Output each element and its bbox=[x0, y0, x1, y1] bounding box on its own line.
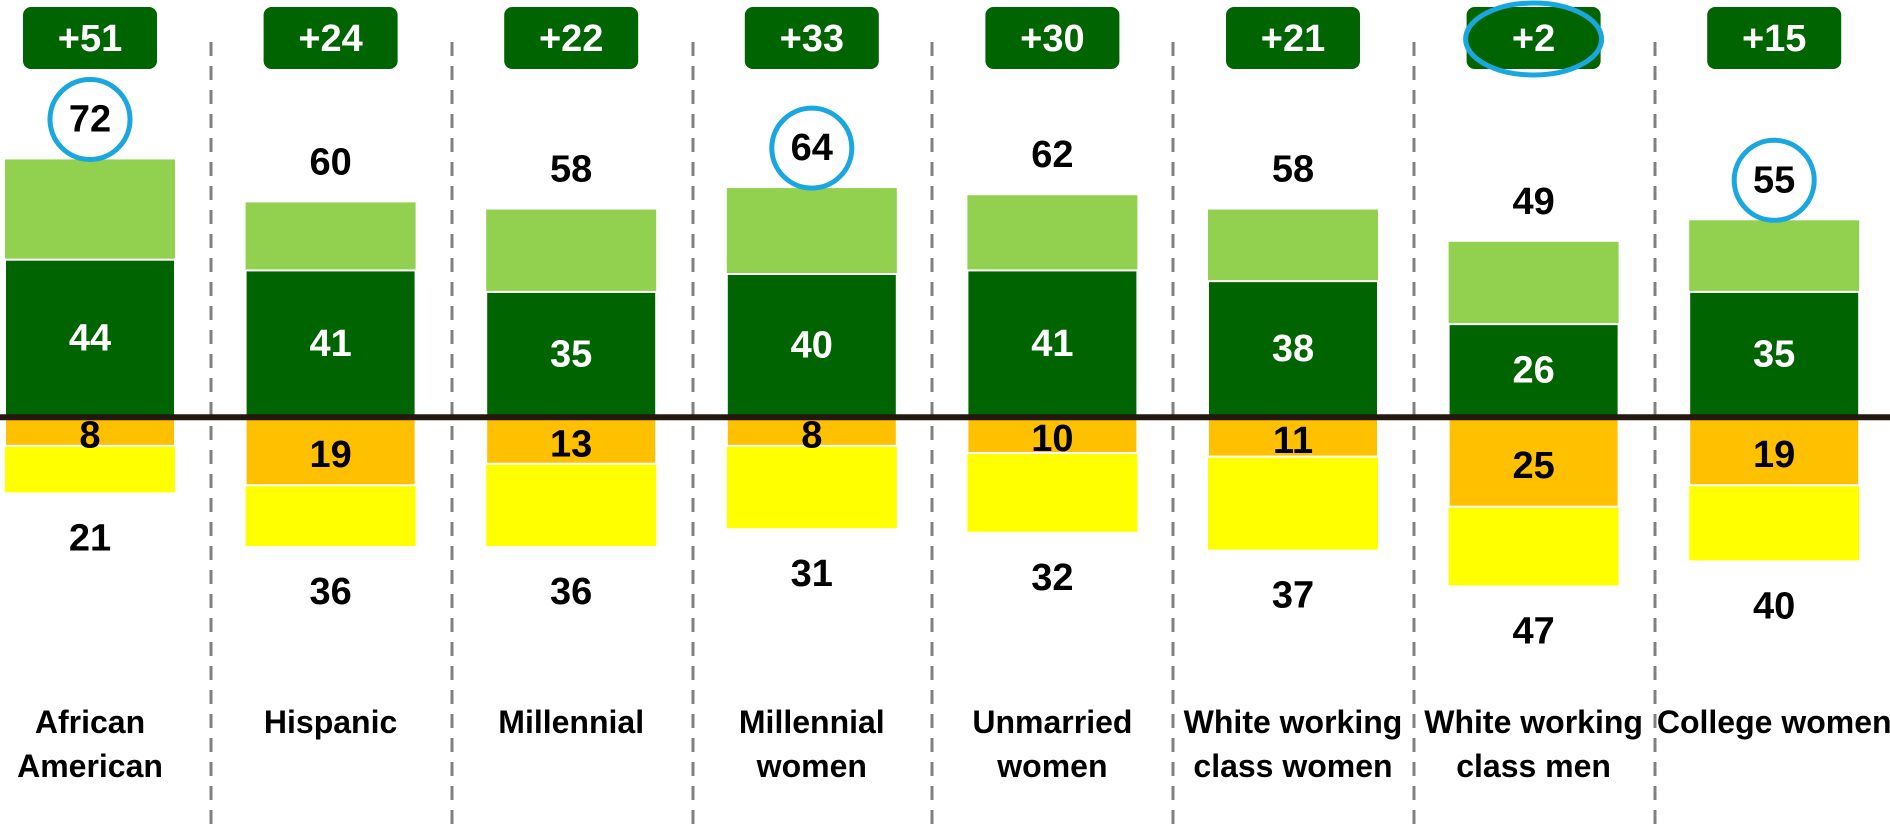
category-label: White working bbox=[1424, 704, 1643, 740]
category-label: class men bbox=[1456, 748, 1611, 784]
net-box bbox=[23, 7, 157, 69]
total-positive-label: 62 bbox=[1031, 134, 1073, 176]
category-label: women bbox=[756, 748, 867, 784]
highlight-circle bbox=[769, 105, 855, 191]
strong-negative-label: 8 bbox=[79, 415, 100, 457]
total-positive-label: 58 bbox=[1272, 149, 1314, 191]
net-box bbox=[1466, 7, 1601, 69]
category-label: White working bbox=[1184, 704, 1403, 740]
bar-strong-negative bbox=[725, 416, 898, 447]
category-label: class women bbox=[1193, 748, 1392, 784]
total-negative-label: 21 bbox=[69, 517, 111, 559]
strong-positive-label: 41 bbox=[1031, 323, 1073, 365]
category-label: Millennial bbox=[739, 704, 885, 740]
strong-positive-label: 40 bbox=[791, 325, 833, 367]
total-positive-label: 60 bbox=[309, 141, 351, 183]
net-label: +15 bbox=[1742, 18, 1806, 60]
strong-positive-label: 41 bbox=[309, 323, 351, 365]
bar-strong-negative bbox=[1447, 416, 1620, 508]
net-label: +2 bbox=[1512, 18, 1555, 60]
category-label: women bbox=[996, 748, 1107, 784]
bar-strong-negative bbox=[1207, 416, 1379, 458]
strong-negative-label: 8 bbox=[801, 415, 822, 457]
net-box bbox=[744, 7, 879, 69]
net-box bbox=[1707, 7, 1842, 69]
total-positive-label: 49 bbox=[1512, 181, 1554, 223]
bar-strong-positive bbox=[966, 269, 1139, 419]
dividers bbox=[209, 42, 1657, 829]
total-negative-label: 37 bbox=[1272, 575, 1314, 617]
strong-positive-label: 44 bbox=[69, 317, 111, 359]
bar-strong-negative bbox=[485, 416, 658, 465]
bar-strong-negative bbox=[1688, 416, 1861, 487]
category-label: College women bbox=[1657, 704, 1890, 740]
total-negative-label: 36 bbox=[550, 571, 592, 613]
net-box bbox=[985, 7, 1120, 69]
total-negative-label: 47 bbox=[1512, 610, 1554, 652]
net-label: +24 bbox=[298, 18, 362, 60]
category-label: African bbox=[35, 704, 145, 740]
category-label: Hispanic bbox=[264, 704, 397, 740]
total-positive-label: 72 bbox=[69, 98, 111, 140]
strong-positive-label: 35 bbox=[1753, 334, 1795, 376]
highlight-circle bbox=[1731, 137, 1817, 223]
strong-negative-label: 11 bbox=[1273, 420, 1313, 462]
bar-strong-positive bbox=[1207, 280, 1379, 419]
bar-strong-positive bbox=[4, 258, 176, 419]
strong-negative-label: 19 bbox=[1753, 434, 1795, 476]
bar-strong-negative bbox=[966, 416, 1139, 455]
total-negative-label: 36 bbox=[309, 571, 351, 613]
net-box bbox=[1226, 7, 1360, 69]
total-positive-label: 58 bbox=[550, 149, 592, 191]
strong-positive-label: 35 bbox=[550, 334, 592, 376]
bar-strong-positive bbox=[725, 273, 898, 419]
net-label: +22 bbox=[539, 18, 603, 60]
category-label: American bbox=[17, 748, 163, 784]
strong-positive-label: 26 bbox=[1512, 350, 1554, 392]
bar-strong-positive bbox=[1688, 290, 1861, 419]
bar-strong-positive bbox=[244, 269, 417, 419]
strong-positive-label: 38 bbox=[1272, 328, 1314, 370]
net-label: +21 bbox=[1261, 18, 1325, 60]
total-negative-label: 32 bbox=[1031, 557, 1073, 599]
category-label: Millennial bbox=[498, 704, 644, 740]
highlight-ellipse bbox=[1463, 0, 1605, 78]
net-label: +30 bbox=[1020, 18, 1084, 60]
net-label: +51 bbox=[58, 18, 122, 60]
strong-negative-label: 25 bbox=[1512, 445, 1554, 487]
net-label: +33 bbox=[780, 18, 844, 60]
total-negative-label: 31 bbox=[791, 553, 833, 595]
total-positive-label: 55 bbox=[1753, 159, 1795, 201]
net-box bbox=[263, 7, 398, 69]
net-box bbox=[504, 7, 639, 69]
bar-strong-positive bbox=[1447, 323, 1620, 419]
total-positive-label: 64 bbox=[791, 127, 833, 169]
strong-negative-label: 13 bbox=[550, 423, 592, 465]
strong-negative-label: 10 bbox=[1031, 418, 1073, 460]
total-negative-label: 40 bbox=[1753, 585, 1795, 627]
highlight-circle bbox=[47, 76, 133, 162]
strong-negative-label: 19 bbox=[309, 434, 351, 476]
category-label: Unmarried bbox=[972, 704, 1132, 740]
bar-strong-positive bbox=[485, 290, 658, 419]
